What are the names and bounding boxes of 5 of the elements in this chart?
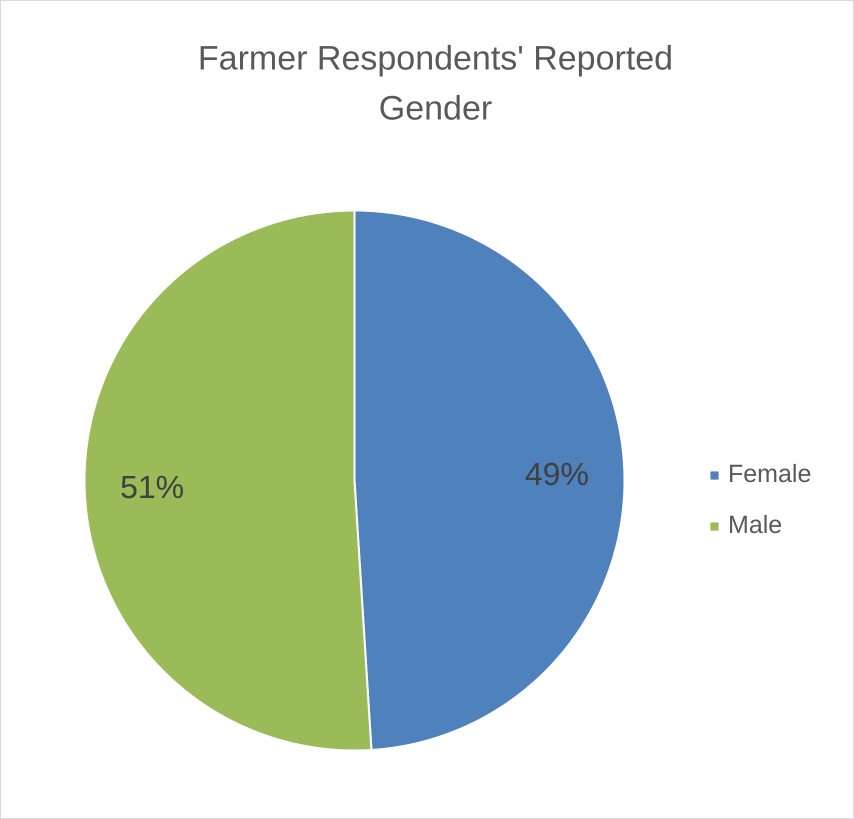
legend-label: Male bbox=[728, 511, 782, 540]
data-label: 51% bbox=[120, 468, 184, 505]
legend-label: Female bbox=[728, 460, 812, 489]
data-label: 49% bbox=[524, 456, 589, 492]
chart-title: Farmer Respondents' Reported Gender bbox=[198, 40, 674, 128]
